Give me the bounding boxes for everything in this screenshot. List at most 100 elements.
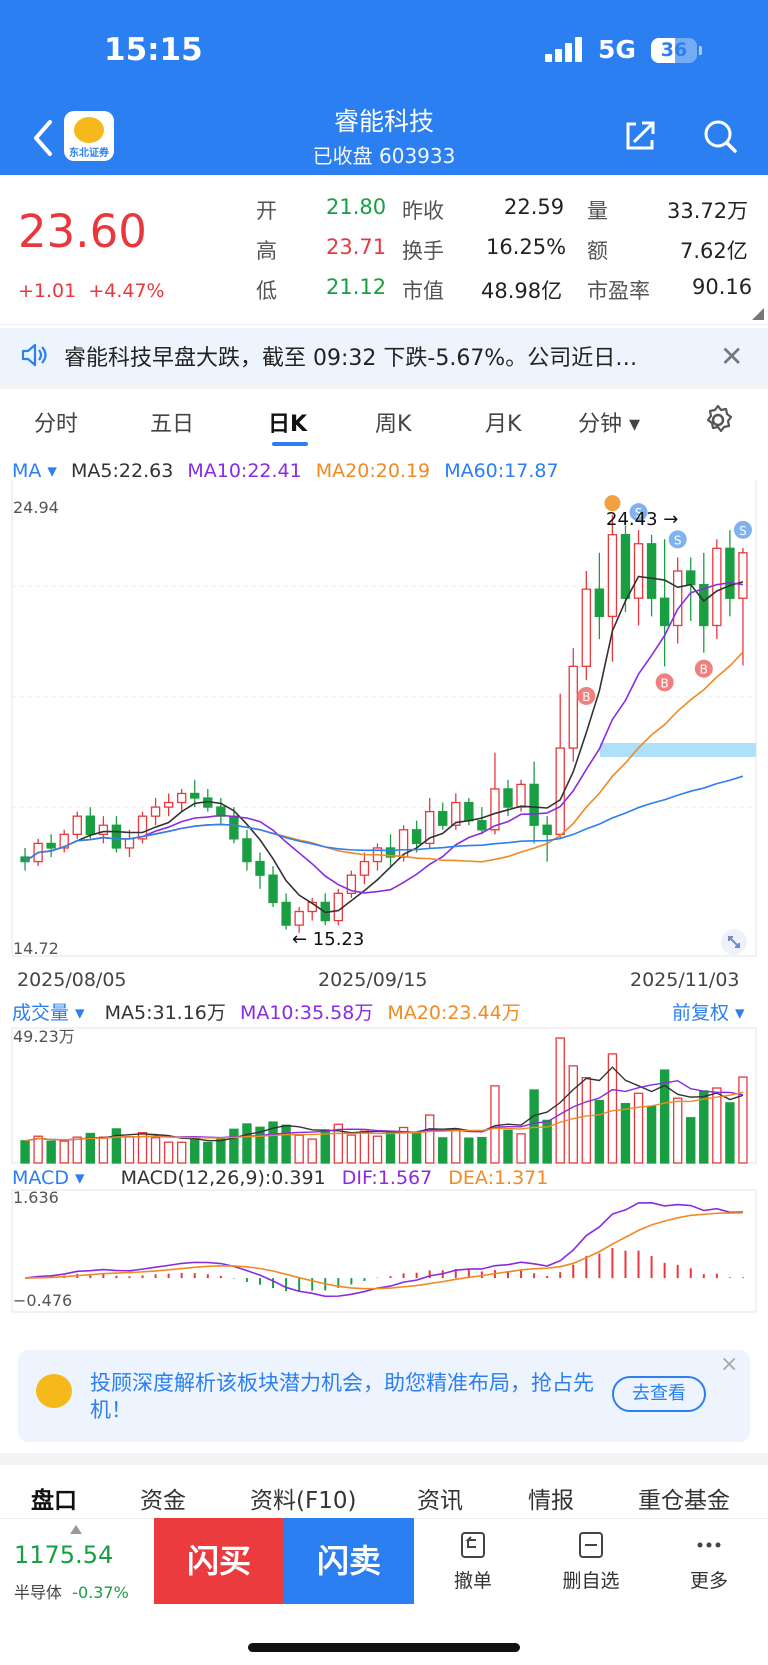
ma-lines: [24, 575, 744, 914]
gear-icon[interactable]: [701, 403, 735, 437]
battery-icon: 36: [651, 38, 697, 63]
candle-body: [124, 838, 135, 849]
tab-funds[interactable]: 资金: [140, 1488, 186, 1514]
volume-bar: [20, 1140, 30, 1164]
candle-body: [568, 665, 578, 749]
candle-body: [268, 874, 278, 904]
low-annotation: ← 15.23: [292, 929, 364, 950]
cancel-order-button[interactable]: 撤单: [418, 1518, 528, 1604]
candle-body: [451, 801, 461, 826]
tab-daily-k[interactable]: 日K: [268, 412, 308, 437]
candle-body: [255, 860, 265, 876]
ma-selector[interactable]: MA ▾: [12, 460, 57, 482]
collapse-arrow-icon[interactable]: [70, 1525, 82, 1534]
volume-bar: [85, 1132, 96, 1164]
high-label: 高: [256, 239, 277, 263]
close-icon[interactable]: ✕: [720, 340, 744, 373]
tab-intel[interactable]: 情报: [528, 1488, 574, 1514]
volume-bar: [242, 1123, 252, 1164]
tab-news[interactable]: 资讯: [417, 1488, 463, 1514]
candle-body: [738, 552, 748, 599]
expand-quote-icon[interactable]: [752, 308, 764, 320]
detail-tabs: 盘口 资金 资料(F10) 资讯 情报 重仓基金: [0, 1475, 768, 1515]
candle-body: [333, 892, 344, 922]
candle-body: [176, 792, 187, 804]
candle-body: [529, 783, 539, 826]
candle-body: [477, 820, 487, 831]
tab-intraday[interactable]: 分时: [34, 412, 79, 437]
price-change: +1.01 +4.47%: [18, 280, 165, 302]
tab-five-day[interactable]: 五日: [150, 412, 195, 437]
candle-body: [281, 901, 291, 926]
candle-body: [294, 910, 304, 926]
tab-monthly-k[interactable]: 月K: [485, 412, 522, 437]
candle-body: [725, 547, 735, 599]
candle-body: [699, 583, 709, 627]
candle-body: [150, 806, 161, 817]
flash-sell-button[interactable]: 闪卖: [284, 1518, 414, 1604]
sector-index-info[interactable]: 半导体 -0.37%: [14, 1583, 129, 1602]
share-icon[interactable]: [622, 118, 658, 154]
volume-bar: [594, 1099, 605, 1164]
trade-marker: [629, 503, 648, 522]
dif-line: [24, 1202, 743, 1298]
adjust-selector[interactable]: 前复权 ▾: [672, 1002, 745, 1024]
tab-heavy-funds[interactable]: 重仓基金: [638, 1488, 730, 1514]
fullscreen-icon[interactable]: [720, 928, 748, 956]
macd-max-label: 1.636: [13, 1188, 59, 1207]
volume-bar: [281, 1124, 291, 1164]
volume-value: 33.72万: [667, 199, 749, 223]
amount-value: 7.62亿: [680, 239, 748, 263]
volume-bar: [672, 1097, 683, 1164]
search-icon[interactable]: [702, 118, 738, 154]
volume-bar: [320, 1129, 330, 1164]
high-value: 23.71: [326, 235, 387, 259]
speaker-icon: [21, 343, 47, 367]
home-indicator: [248, 1643, 520, 1652]
volume-bar: [438, 1137, 448, 1164]
volume-bar: [503, 1129, 513, 1164]
volume-bar: [607, 1053, 618, 1164]
macd-indicator-selector[interactable]: MACD ▾: [12, 1167, 85, 1189]
volume-bar: [33, 1135, 43, 1164]
tab-weekly-k[interactable]: 周K: [375, 412, 412, 437]
volume-bar: [738, 1076, 748, 1164]
candle-body: [542, 824, 552, 835]
candle-body: [633, 543, 644, 599]
trade-marker: [733, 520, 752, 539]
vol-ma20: MA20:23.44万: [387, 1002, 521, 1024]
tab-f10[interactable]: 资料(F10): [250, 1488, 357, 1514]
section-divider: [0, 1453, 768, 1465]
candle-body: [594, 588, 605, 618]
network-type: 5G: [598, 35, 636, 64]
kline-chart[interactable]: B B B S S S 24.94 14.72 2025/08/05 2025/09/15…: [0, 480, 768, 1340]
more-button[interactable]: 更多: [654, 1518, 764, 1604]
candle-body: [607, 534, 618, 618]
flash-buy-button[interactable]: 闪买: [154, 1518, 284, 1604]
ma20-value: MA20:20.19: [315, 460, 431, 482]
volume-indicator-selector[interactable]: 成交量 ▾: [12, 1002, 85, 1024]
volume-bar: [176, 1141, 187, 1164]
remove-watchlist-button[interactable]: 删自选: [536, 1518, 646, 1604]
battery-tip: [699, 46, 702, 55]
mktcap-value: 48.98亿: [481, 279, 563, 303]
volume-bar: [372, 1135, 383, 1164]
tab-minute[interactable]: 分钟 ▾: [578, 412, 641, 437]
advisor-banner[interactable]: 投顾深度解析该板块潜力机会，助您精准布局，抢占先机！ 去查看 ×: [18, 1350, 750, 1442]
price-frame: [11, 480, 757, 957]
mascot-icon: [36, 1374, 72, 1408]
prev-close-label: 昨收: [402, 199, 444, 223]
trade-marker-label: B: [700, 663, 708, 677]
view-button[interactable]: 去查看: [612, 1376, 706, 1412]
sector-index-value[interactable]: 1175.54: [14, 1541, 114, 1569]
price-max-label: 24.94: [13, 498, 59, 517]
volume-bar: [659, 1069, 670, 1164]
back-arrow-icon[interactable]: [30, 118, 56, 158]
tab-handicap[interactable]: 盘口: [31, 1488, 77, 1514]
news-ticker[interactable]: 睿能科技早盘大跌，截至 09:32 下跌-5.67%。公司近日… ✕: [0, 328, 768, 381]
low-value: 21.12: [326, 275, 387, 299]
app-header: 15:15 5G 36 东北证券 睿能科技 已收盘 603933: [0, 0, 768, 175]
close-icon[interactable]: ×: [720, 1352, 739, 1377]
volume-bar: [581, 1077, 592, 1164]
volume-bar: [568, 1065, 578, 1164]
